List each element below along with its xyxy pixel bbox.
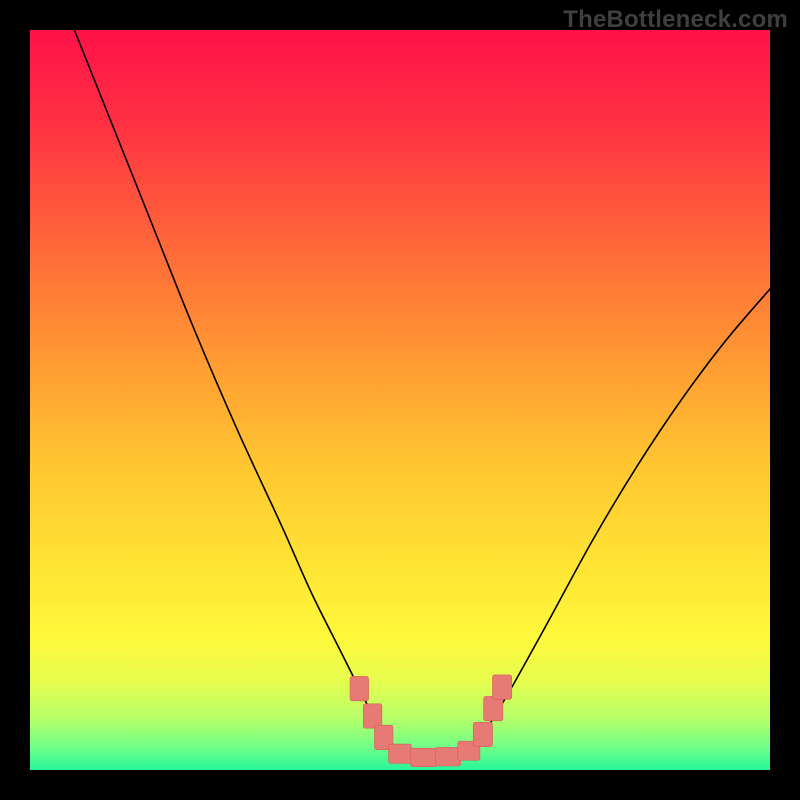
valley-marker [473,722,492,746]
valley-marker [363,704,382,728]
valley-marker [410,748,437,767]
valley-marker [436,747,461,766]
plot-background [30,30,770,770]
valley-marker [484,696,503,720]
bottleneck-chart-svg [0,0,800,800]
valley-marker [389,744,412,763]
chart-stage: TheBottleneck.com [0,0,800,800]
watermark-text: TheBottleneck.com [563,6,788,34]
valley-marker [350,676,369,700]
valley-marker [493,675,512,699]
